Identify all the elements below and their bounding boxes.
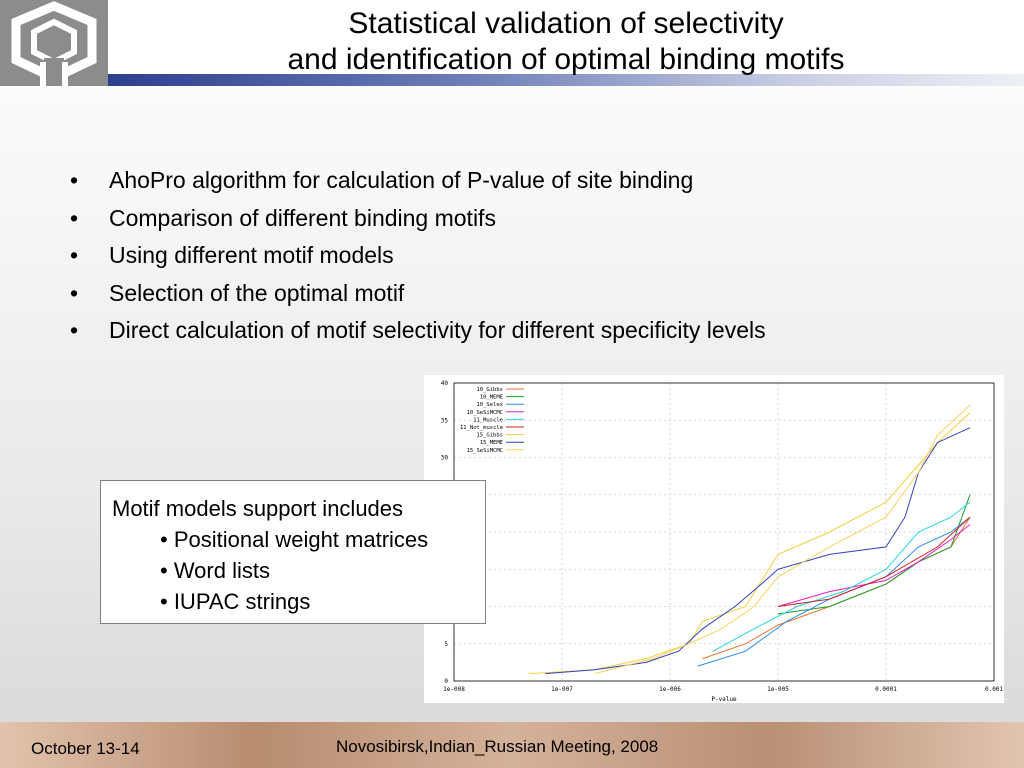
legend-label: 15_Gibbs bbox=[477, 433, 504, 439]
series-line bbox=[529, 412, 971, 675]
y-tick-label: 30 bbox=[441, 455, 449, 462]
bullet-item: • AhoPro algorithm for calculation of P-v… bbox=[70, 162, 766, 200]
callout-heading: Motif models support includes bbox=[112, 496, 404, 521]
callout-item: • IUPAC strings bbox=[160, 589, 311, 614]
y-tick-label: 40 bbox=[441, 380, 449, 387]
x-axis-label: P-value bbox=[711, 696, 737, 703]
slide-title-line1: Statistical validation of selectivity bbox=[348, 7, 784, 40]
chart-svg: 05101520253035401e-0081e-0071e-0061e-005… bbox=[441, 380, 1004, 703]
callout-item: • Word lists bbox=[160, 558, 270, 583]
x-tick-label: 0.0001 bbox=[875, 686, 897, 693]
header-bar bbox=[0, 0, 1024, 86]
bullet-item: • Direct calculation of motif selectivity… bbox=[70, 312, 766, 350]
motif-models-callout: Motif models support includes • Position… bbox=[100, 480, 486, 624]
footer-date: October 13-14 bbox=[31, 739, 140, 758]
bullet-item: • Selection of the optimal motif bbox=[70, 275, 766, 313]
bullet-marker: • bbox=[70, 242, 79, 268]
bullet-marker: • bbox=[70, 167, 79, 193]
footer-event: Novosibirsk,Indian_Russian Meeting, 2008 bbox=[336, 737, 659, 756]
series-line bbox=[594, 404, 971, 675]
x-tick-label: 1e-007 bbox=[551, 686, 573, 693]
legend-label: 10_MEME bbox=[480, 395, 503, 401]
legend-label: 11_Not_muscle bbox=[460, 425, 503, 431]
series-line bbox=[545, 427, 971, 675]
legend-label: 15_SeSiMCMC bbox=[467, 448, 503, 454]
bullet-text: Using different motif models bbox=[109, 242, 394, 268]
series-line bbox=[702, 516, 971, 660]
bullet-text: Comparison of different binding motifs bbox=[109, 204, 496, 231]
bullet-marker: • bbox=[70, 279, 79, 306]
pvalue-line-chart: 05101520253035401e-0081e-0071e-0061e-005… bbox=[424, 375, 1004, 703]
series-line bbox=[777, 516, 971, 607]
footer-bar bbox=[0, 722, 1024, 768]
y-tick-label: 35 bbox=[441, 417, 449, 424]
legend-label: 15_MEME bbox=[480, 440, 503, 446]
legend-label: 10_SeSiMCMC bbox=[467, 410, 503, 416]
bullet-item: • Using different motif models bbox=[70, 237, 766, 275]
legend-label: 10_Gibbs bbox=[477, 387, 504, 393]
bullet-text: Selection of the optimal motif bbox=[109, 279, 405, 306]
callout-item: • Positional weight matrices bbox=[160, 527, 429, 552]
x-tick-label: 1e-006 bbox=[659, 686, 681, 693]
slide-title-line2: and identification of optimal binding mo… bbox=[287, 43, 845, 76]
institute-logo bbox=[0, 0, 108, 86]
x-tick-label: 0.001 bbox=[985, 686, 1003, 693]
slide-title: Statistical validation of selectivity an… bbox=[140, 6, 992, 78]
series-line bbox=[777, 494, 971, 615]
x-tick-label: 1e-005 bbox=[767, 686, 789, 693]
header-stripe bbox=[108, 74, 1024, 86]
bullet-list: • AhoPro algorithm for calculation of P-v… bbox=[70, 162, 766, 350]
y-tick-label: 5 bbox=[444, 641, 448, 648]
series-line bbox=[777, 524, 971, 607]
bullet-text: AhoPro algorithm for calculation of P-va… bbox=[109, 167, 694, 193]
bullet-marker: • bbox=[70, 204, 79, 231]
x-tick-label: 1e-008 bbox=[443, 686, 465, 693]
series-line bbox=[712, 501, 971, 652]
bullet-item: • Comparison of different binding motifs bbox=[70, 200, 766, 238]
legend-label: 11_Muscle bbox=[473, 417, 503, 423]
y-tick-label: 0 bbox=[444, 678, 448, 685]
bullet-text: Direct calculation of motif selectivity … bbox=[109, 317, 766, 343]
legend-label: 10_Selex bbox=[477, 402, 504, 408]
bullet-marker: • bbox=[70, 317, 79, 343]
